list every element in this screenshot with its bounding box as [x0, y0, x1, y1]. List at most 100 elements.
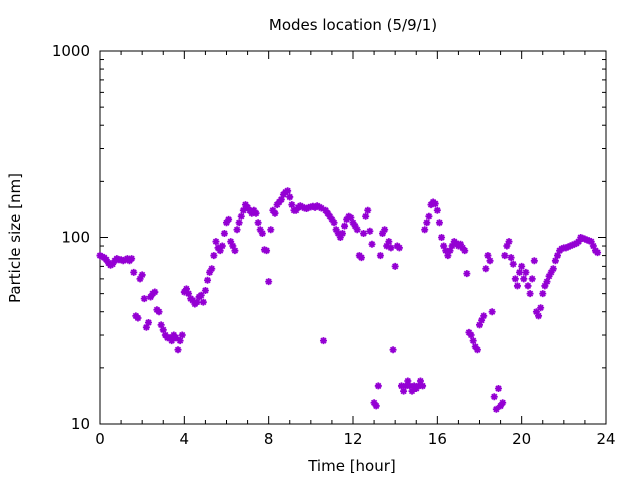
data-point [395, 244, 403, 252]
data-point [423, 219, 431, 227]
x-tick-label: 0 [95, 430, 105, 448]
data-point [397, 382, 405, 390]
data-point [233, 226, 241, 234]
data-point [425, 212, 433, 220]
data-point [218, 242, 226, 250]
data-point [404, 377, 412, 385]
data-point [269, 206, 277, 214]
data-point [526, 290, 534, 298]
data-point [524, 282, 532, 290]
data-point [210, 252, 218, 260]
data-points [96, 187, 602, 413]
chart-title: Modes location (5/9/1) [269, 16, 437, 34]
data-point [347, 214, 355, 222]
data-point [467, 331, 475, 339]
data-point [387, 244, 395, 252]
data-point [482, 265, 490, 273]
data-point [212, 238, 220, 246]
data-point [130, 268, 138, 276]
y-axis-label: Particle size [nm] [6, 173, 24, 303]
data-point [267, 226, 275, 234]
data-point [248, 209, 256, 217]
data-point [328, 215, 336, 223]
data-point [265, 278, 273, 286]
data-point [338, 230, 346, 238]
data-point [250, 206, 258, 214]
data-point [336, 234, 344, 241]
data-point [528, 275, 536, 283]
x-tick-label: 16 [428, 430, 447, 448]
data-point [490, 393, 498, 401]
data-point [589, 242, 597, 250]
data-point [448, 242, 456, 250]
data-point [180, 288, 188, 296]
data-point [379, 230, 387, 238]
data-point [549, 265, 557, 273]
data-point [185, 290, 193, 298]
data-point [551, 257, 559, 265]
data-point [433, 206, 441, 214]
data-point [225, 215, 233, 223]
data-point [319, 337, 327, 345]
data-point [330, 219, 338, 227]
data-point [284, 187, 292, 195]
data-point [144, 319, 152, 327]
x-axis-label: Time [hour] [307, 457, 396, 475]
data-point [176, 337, 184, 345]
data-point [199, 298, 207, 306]
data-point [446, 247, 454, 255]
data-point [480, 312, 488, 320]
data-point [431, 200, 439, 208]
data-point [461, 247, 469, 255]
data-point [182, 285, 190, 293]
data-point [178, 331, 186, 339]
data-point [535, 312, 543, 320]
data-point [381, 226, 389, 234]
data-point [204, 276, 212, 284]
data-point [389, 346, 397, 354]
data-point [419, 382, 427, 390]
data-point [147, 293, 155, 301]
data-point [457, 240, 465, 248]
data-point [476, 321, 483, 329]
data-point [537, 304, 545, 312]
data-point [362, 212, 370, 220]
data-point [554, 252, 562, 260]
data-point [256, 226, 264, 234]
data-point [357, 254, 365, 262]
data-point [505, 238, 513, 246]
data-point [575, 238, 583, 246]
data-point [509, 260, 517, 268]
data-point [189, 296, 197, 304]
data-point [547, 268, 555, 276]
data-point [246, 206, 254, 214]
data-point [341, 222, 349, 230]
data-point [326, 212, 334, 220]
data-point [223, 219, 230, 227]
data-point [229, 242, 237, 250]
data-point [421, 226, 429, 234]
data-point [142, 323, 150, 331]
data-point [494, 385, 502, 393]
data-point [360, 230, 368, 238]
data-point [416, 377, 424, 385]
data-point [193, 298, 201, 306]
data-point [368, 240, 376, 248]
data-point [469, 337, 477, 345]
data-point [376, 252, 384, 260]
data-point [530, 257, 538, 265]
data-point [159, 326, 167, 334]
plot-frame [99, 50, 607, 425]
data-point [151, 288, 159, 296]
data-point [503, 242, 511, 250]
data-point [532, 308, 540, 316]
data-point [332, 226, 340, 234]
data-point [513, 282, 521, 290]
data-point [370, 399, 378, 407]
data-point [438, 234, 446, 241]
data-point [492, 405, 500, 413]
data-point [109, 260, 117, 268]
data-point [216, 247, 224, 255]
data-point [322, 206, 330, 214]
data-point [271, 209, 279, 217]
